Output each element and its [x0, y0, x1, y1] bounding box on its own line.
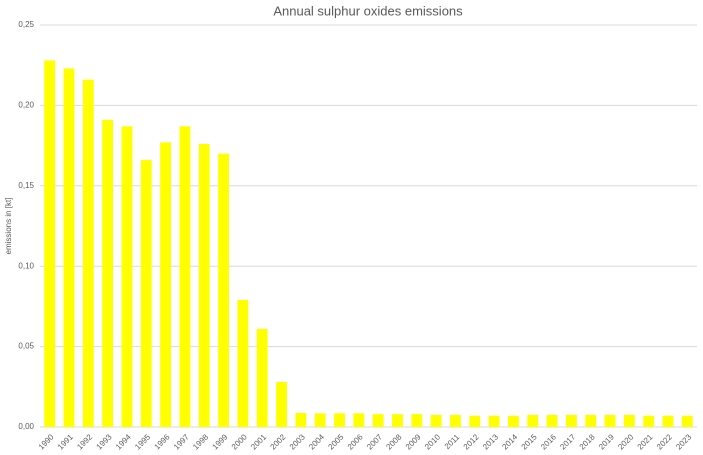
x-tick-label: 2007 — [365, 432, 384, 451]
bar — [450, 414, 461, 427]
bar — [179, 126, 191, 427]
bar — [585, 414, 597, 427]
bar — [430, 414, 442, 427]
x-tick-label: 2015 — [520, 432, 539, 451]
bar — [469, 415, 481, 427]
bar — [546, 414, 558, 427]
x-tick-label: 1991 — [56, 432, 75, 451]
x-tick-label: 1993 — [95, 432, 114, 451]
x-tick-label: 1990 — [37, 432, 56, 451]
bar — [643, 415, 655, 427]
x-tick-label: 1997 — [172, 432, 191, 451]
bar — [604, 414, 616, 427]
bar — [218, 153, 229, 427]
y-tick-label: 0,05 — [18, 342, 34, 351]
x-tick-label: 2019 — [597, 432, 616, 451]
bar — [372, 414, 384, 427]
bar — [102, 119, 114, 427]
bar — [681, 415, 693, 427]
x-tick-label: 1995 — [133, 432, 152, 451]
bar — [334, 413, 345, 427]
bar — [63, 68, 75, 427]
bar — [527, 414, 539, 427]
x-tick-label: 2000 — [230, 432, 249, 451]
bar — [82, 79, 94, 427]
x-tick-label: 2002 — [269, 432, 288, 451]
bar — [198, 143, 210, 427]
x-tick-label: 2006 — [346, 432, 365, 451]
x-tick-label: 2017 — [558, 432, 577, 451]
x-tick-label: 2009 — [404, 432, 423, 451]
x-tick-label: 2004 — [307, 432, 326, 451]
x-tick-label: 2020 — [616, 432, 635, 451]
x-tick-label: 2022 — [655, 432, 674, 451]
x-tick-label: 2023 — [674, 432, 693, 451]
y-tick-label: 0,25 — [18, 20, 34, 29]
bar — [508, 415, 519, 427]
bar — [314, 413, 326, 427]
bar — [295, 413, 307, 427]
x-tick-label: 1992 — [75, 432, 94, 451]
x-tick-label: 2003 — [288, 432, 307, 451]
bar — [121, 126, 133, 427]
bar — [160, 142, 172, 427]
y-tick-label: 0,10 — [18, 261, 34, 270]
x-tick-label: 2010 — [423, 432, 442, 451]
x-tick-label: 1996 — [153, 432, 172, 451]
y-axis-label: emissions in [kt] — [4, 198, 13, 255]
bar — [44, 60, 56, 427]
bar — [256, 328, 268, 427]
bar — [488, 415, 500, 427]
x-tick-label: 2012 — [462, 432, 481, 451]
x-tick-label: 2013 — [481, 432, 500, 451]
bar — [353, 413, 365, 427]
bar — [623, 414, 635, 427]
x-tick-label: 1999 — [211, 432, 230, 451]
bar — [276, 381, 287, 427]
x-tick-label: 2014 — [500, 432, 519, 451]
y-tick-label: 0,15 — [18, 181, 34, 190]
bar — [392, 414, 403, 427]
x-tick-label: 1994 — [114, 432, 133, 451]
bar — [662, 415, 674, 427]
y-tick-label: 0,20 — [18, 101, 34, 110]
y-tick-label: 0,00 — [18, 422, 34, 431]
x-tick-label: 2016 — [539, 432, 558, 451]
bar — [237, 299, 249, 427]
bar — [140, 160, 152, 427]
x-tick-label: 2008 — [384, 432, 403, 451]
x-tick-label: 1998 — [191, 432, 210, 451]
chart-title: Annual sulphur oxides emissions — [273, 3, 463, 18]
bar — [411, 414, 423, 427]
bar — [565, 414, 577, 427]
x-tick-label: 2011 — [443, 432, 462, 451]
x-tick-label: 2018 — [578, 432, 597, 451]
x-tick-label: 2001 — [249, 432, 268, 451]
x-tick-label: 2021 — [636, 432, 655, 451]
x-tick-label: 2005 — [326, 432, 345, 451]
